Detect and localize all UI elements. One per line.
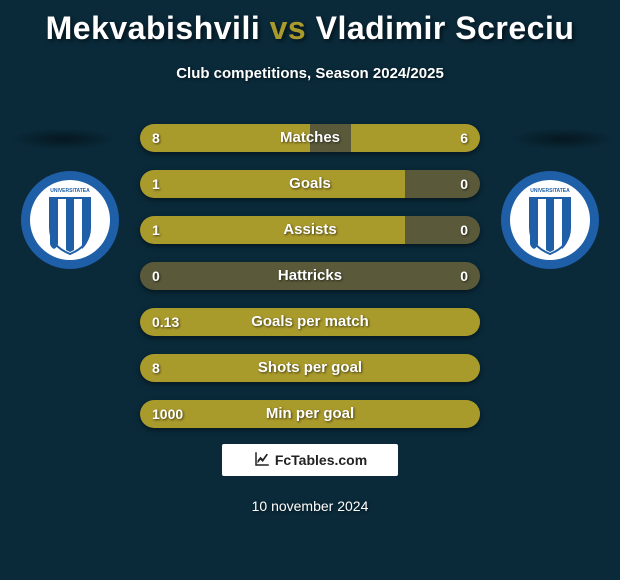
stat-label: Assists xyxy=(140,216,480,244)
stat-value-right: 0 xyxy=(448,216,480,244)
stats-panel: Matches86Goals10Assists10Hattricks00Goal… xyxy=(140,124,480,446)
stat-label: Goals xyxy=(140,170,480,198)
stat-value-left: 0 xyxy=(140,262,172,290)
stat-label: Shots per goal xyxy=(140,354,480,382)
club-crest-left: CLUBUL SPORTIV CRAIOVA UNIVERSITATEA xyxy=(20,170,120,270)
stat-value-left: 1 xyxy=(140,170,172,198)
brand-chart-icon xyxy=(253,450,271,471)
stat-value-left: 8 xyxy=(140,124,172,152)
date-text: 10 november 2024 xyxy=(0,498,620,514)
svg-text:UNIVERSITATEA: UNIVERSITATEA xyxy=(50,188,90,194)
player1-name: Mekvabishvili xyxy=(46,10,261,46)
crest-shadow-right xyxy=(508,128,618,150)
stat-value-right: 6 xyxy=(448,124,480,152)
stat-row: Matches8 6 xyxy=(140,124,480,152)
stat-value-left: 1 xyxy=(140,216,172,244)
stat-value-right: 0 xyxy=(448,262,480,290)
stat-value-left: 8 xyxy=(140,354,172,382)
stat-label: Hattricks xyxy=(140,262,480,290)
player2-name: Vladimir Screciu xyxy=(316,10,575,46)
comparison-title: Mekvabishvili vs Vladimir Screciu xyxy=(0,0,620,47)
stat-value-left: 1000 xyxy=(140,400,195,428)
stat-value-right xyxy=(456,400,480,428)
stat-label: Matches xyxy=(140,124,480,152)
stat-row: Assists1 0 xyxy=(140,216,480,244)
stat-value-left: 0.13 xyxy=(140,308,191,336)
stat-row: Goals1 0 xyxy=(140,170,480,198)
crest-shadow-left xyxy=(8,128,118,150)
brand-text: FcTables.com xyxy=(275,452,367,468)
brand-badge[interactable]: FcTables.com xyxy=(222,444,398,476)
stat-row: Min per goal1000 xyxy=(140,400,480,428)
stat-value-right xyxy=(456,308,480,336)
club-crest-right: CLUBUL SPORTIV CRAIOVA UNIVERSITATEA xyxy=(500,170,600,270)
stat-row: Shots per goal8 xyxy=(140,354,480,382)
stat-row: Hattricks0 0 xyxy=(140,262,480,290)
vs-text: vs xyxy=(270,10,307,46)
stat-value-right xyxy=(456,354,480,382)
stat-value-right: 0 xyxy=(448,170,480,198)
stat-row: Goals per match0.13 xyxy=(140,308,480,336)
subtitle: Club competitions, Season 2024/2025 xyxy=(0,65,620,82)
svg-text:UNIVERSITATEA: UNIVERSITATEA xyxy=(530,188,570,194)
